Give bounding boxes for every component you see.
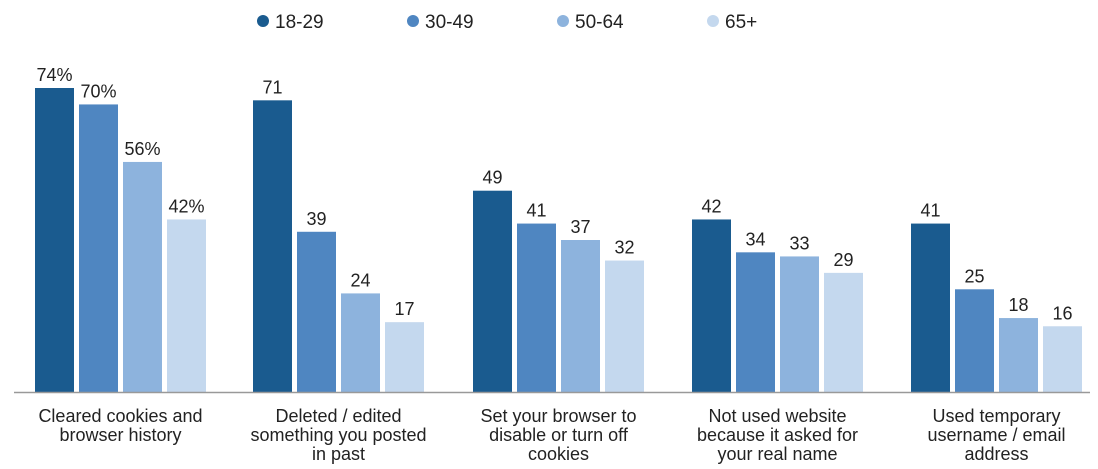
legend-label-65+: 65+: [725, 12, 757, 33]
bar-50-64-1: [341, 293, 380, 392]
value-label-30-49-3: 34: [745, 229, 765, 249]
value-label-65+-2: 32: [614, 238, 634, 258]
category-label-3-line-2: your real name: [717, 444, 837, 464]
value-label-18-29-2: 49: [482, 168, 502, 188]
category-label-1-line-0: Deleted / edited: [275, 406, 401, 426]
value-label-65+-4: 16: [1052, 303, 1072, 323]
value-label-65+-1: 17: [394, 299, 414, 319]
value-label-18-29-3: 42: [701, 196, 721, 216]
value-label-50-64-3: 33: [789, 233, 809, 253]
value-label-50-64-1: 24: [350, 270, 370, 290]
value-label-65+-0: 42%: [168, 196, 204, 216]
bar-18-29-0: [35, 88, 74, 392]
category-label-4-line-1: username / email: [927, 425, 1065, 445]
legend-marker-50-64: [557, 15, 569, 27]
category-label-2-line-1: disable or turn off: [489, 425, 629, 445]
bar-18-29-4: [911, 223, 950, 392]
bar-50-64-4: [999, 318, 1038, 392]
bar-65+-4: [1043, 326, 1082, 392]
bar-18-29-2: [473, 190, 512, 392]
category-label-1-line-2: in past: [312, 444, 365, 464]
category-label-2-line-2: cookies: [528, 444, 589, 464]
value-label-30-49-1: 39: [306, 209, 326, 229]
value-label-50-64-2: 37: [570, 217, 590, 237]
legend-marker-18-29: [257, 15, 269, 27]
value-label-65+-3: 29: [833, 250, 853, 270]
legend-marker-30-49: [407, 15, 419, 27]
category-label-0-line-0: Cleared cookies and: [38, 406, 202, 426]
bar-50-64-0: [123, 161, 162, 392]
value-label-50-64-0: 56%: [124, 139, 160, 159]
bar-65+-0: [167, 219, 206, 392]
bar-50-64-2: [561, 240, 600, 392]
bar-30-49-3: [736, 252, 775, 392]
legend-label-18-29: 18-29: [275, 12, 324, 33]
value-label-30-49-2: 41: [526, 201, 546, 221]
category-label-1-line-1: something you posted: [250, 425, 426, 445]
category-label-4-line-2: address: [964, 444, 1028, 464]
bar-18-29-3: [692, 219, 731, 392]
bar-65+-1: [385, 322, 424, 392]
value-label-18-29-1: 71: [262, 77, 282, 97]
bar-30-49-0: [79, 104, 118, 392]
value-label-50-64-4: 18: [1008, 295, 1028, 315]
value-labels: 74% 70% 56% 42% 71 39 24 17 49 41 37 32 42 34 33 29 41 25…: [36, 65, 1072, 323]
bar-30-49-4: [955, 289, 994, 392]
legend-label-30-49: 30-49: [425, 12, 474, 33]
legend: 18-29 30-49 50-64 65+: [257, 12, 757, 33]
category-label-3-line-1: because it asked for: [697, 425, 858, 445]
category-label-2-line-0: Set your browser to: [480, 406, 636, 426]
category-label-0-line-1: browser history: [59, 425, 181, 445]
bar-65+-2: [605, 260, 644, 392]
bars: [35, 88, 1082, 392]
legend-label-50-64: 50-64: [575, 12, 624, 33]
category-label-3-line-0: Not used website: [708, 406, 846, 426]
category-label-4-line-0: Used temporary: [932, 406, 1060, 426]
value-label-30-49-4: 25: [964, 266, 984, 286]
bar-30-49-2: [517, 223, 556, 392]
value-label-30-49-0: 70%: [80, 81, 116, 101]
bar-30-49-1: [297, 231, 336, 392]
value-label-18-29-4: 41: [920, 201, 940, 221]
bar-18-29-1: [253, 100, 292, 392]
bar-65+-3: [824, 272, 863, 392]
value-label-18-29-0: 74%: [36, 65, 72, 85]
bar-50-64-3: [780, 256, 819, 392]
legend-marker-65+: [707, 15, 719, 27]
